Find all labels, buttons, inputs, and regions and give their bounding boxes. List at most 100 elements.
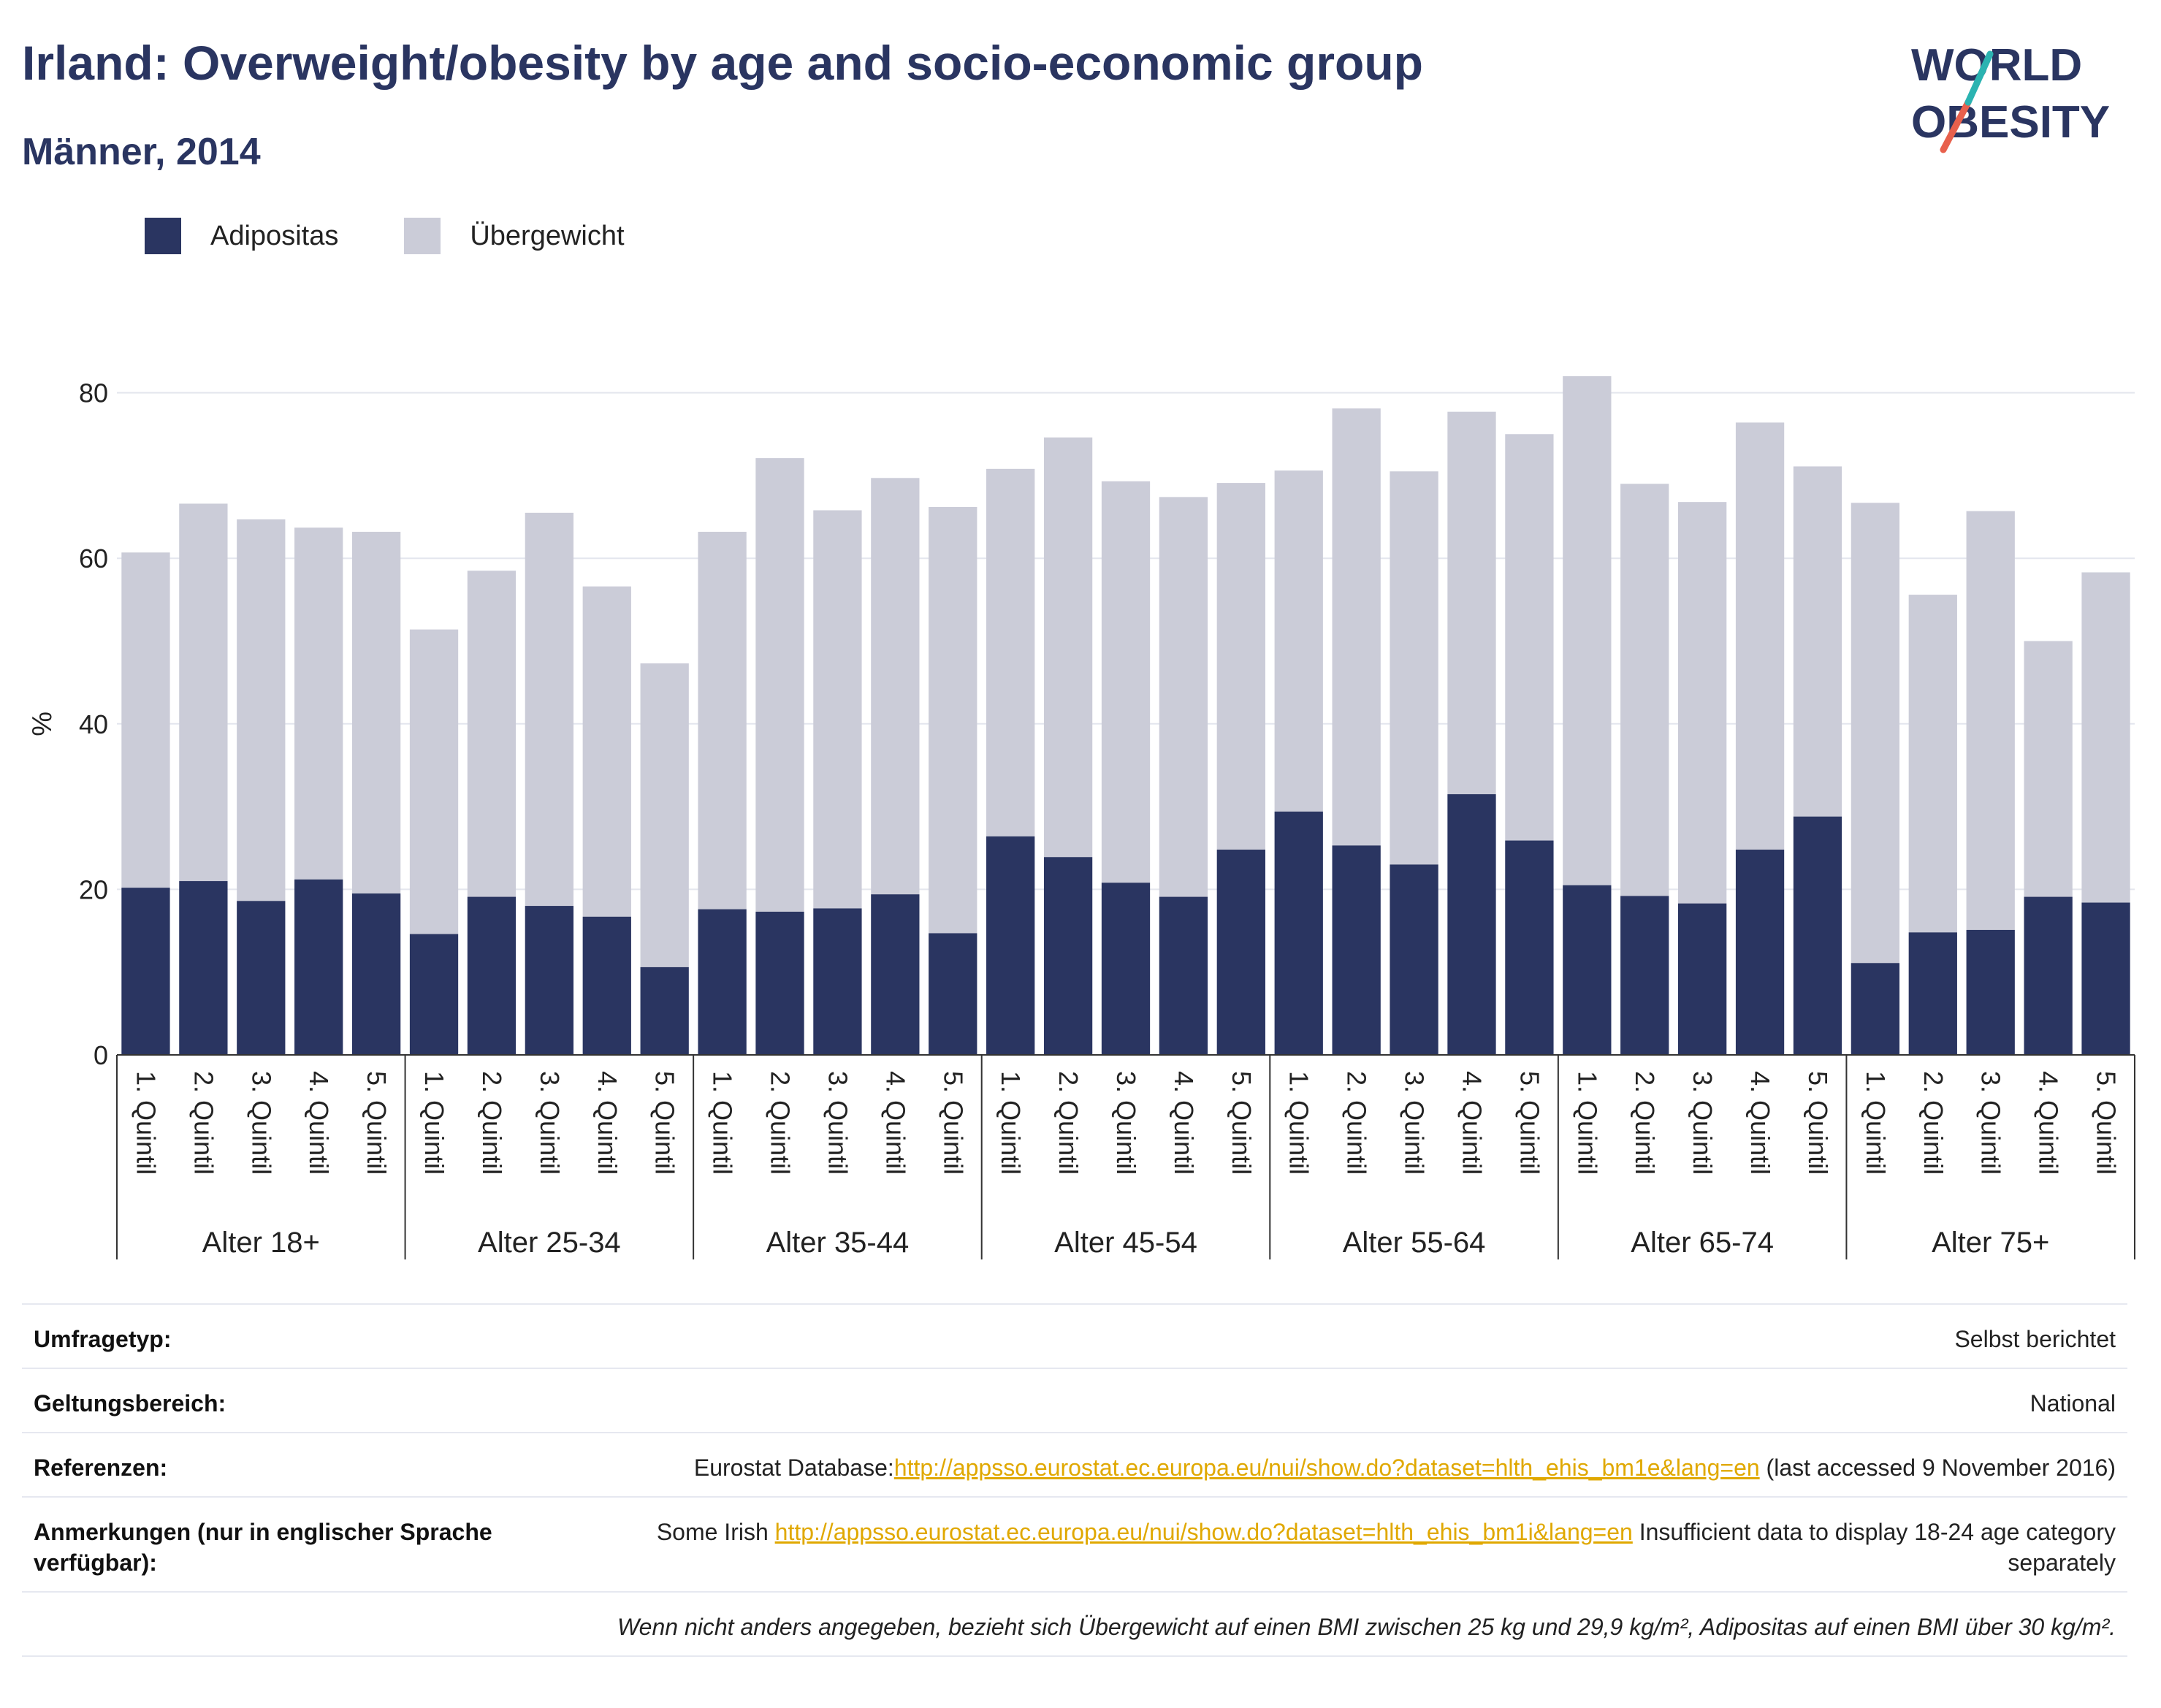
bar-overweight xyxy=(1620,484,1669,896)
legend-swatch-obesity xyxy=(145,218,181,254)
bar-obesity xyxy=(755,911,804,1055)
x-tick-label: 2. Quintil xyxy=(1053,1071,1083,1175)
x-tick-label: 2. Quintil xyxy=(1918,1071,1948,1175)
bar-overweight xyxy=(1216,483,1265,850)
logo-slash-red xyxy=(1940,99,1972,153)
y-axis-label: % xyxy=(27,712,58,736)
bar-obesity xyxy=(2024,896,2073,1055)
x-tick-label: 2. Quintil xyxy=(188,1071,218,1175)
group-label: Alter 25-34 xyxy=(478,1227,621,1259)
notes-link[interactable]: http://appsso.eurostat.ec.europa.eu/nui/… xyxy=(774,1519,1633,1545)
bar-obesity xyxy=(121,888,170,1055)
bar-overweight xyxy=(1735,422,1785,850)
bar-obesity xyxy=(1447,794,1496,1055)
legend-swatch-overweight xyxy=(404,218,441,254)
bar-obesity xyxy=(1966,929,2015,1055)
references-prefix: Eurostat Database: xyxy=(693,1455,894,1481)
x-tick-label: 5. Quintil xyxy=(938,1071,968,1175)
bar-obesity xyxy=(813,908,862,1055)
bar-obesity xyxy=(1563,885,1612,1055)
bar-overweight xyxy=(1908,595,1957,933)
survey-type-label: Umfragetyp: xyxy=(34,1326,172,1352)
bar-obesity xyxy=(294,879,343,1055)
y-tick-label: 60 xyxy=(79,544,108,573)
bar-overweight xyxy=(698,531,747,910)
bar-overweight xyxy=(640,663,689,967)
bar-overweight xyxy=(467,571,517,897)
group-label: Alter 35-44 xyxy=(766,1227,910,1259)
x-tick-label: 5. Quintil xyxy=(2092,1071,2122,1175)
x-tick-label: 3. Quintil xyxy=(1688,1071,1718,1175)
bar-overweight xyxy=(1966,511,2015,930)
x-tick-label: 1. Quintil xyxy=(708,1071,738,1175)
bar-obesity xyxy=(525,906,574,1055)
y-tick-label: 20 xyxy=(79,874,108,904)
bar-overweight xyxy=(1159,497,1208,897)
x-tick-label: 1. Quintil xyxy=(1861,1071,1891,1175)
page-subtitle: Männer, 2014 xyxy=(22,131,261,173)
bar-overweight xyxy=(986,468,1035,836)
notes-value: Some Irish http://appsso.eurostat.ec.eur… xyxy=(555,1517,2116,1578)
x-tick-label: 1. Quintil xyxy=(996,1071,1026,1175)
bar-obesity xyxy=(1505,840,1554,1055)
bar-obesity xyxy=(1908,932,1957,1055)
x-tick-label: 1. Quintil xyxy=(419,1071,449,1175)
x-tick-label: 4. Quintil xyxy=(880,1071,910,1175)
x-tick-label: 4. Quintil xyxy=(304,1071,334,1175)
group-label: Alter 45-54 xyxy=(1054,1227,1197,1259)
info-row-survey-type: Umfragetyp: Selbst berichtet xyxy=(22,1303,2127,1368)
bar-overweight xyxy=(525,512,574,907)
survey-type-value: Selbst berichtet xyxy=(1954,1326,2116,1352)
bar-overweight xyxy=(237,519,286,901)
bar-obesity xyxy=(1216,850,1265,1055)
bar-overweight xyxy=(1505,434,1554,841)
x-tick-label: 2. Quintil xyxy=(766,1071,796,1175)
logo-slash-teal xyxy=(1964,50,1994,106)
x-tick-label: 5. Quintil xyxy=(1514,1071,1544,1175)
bar-overweight xyxy=(1793,466,1842,817)
x-tick-label: 2. Quintil xyxy=(477,1071,507,1175)
notes-label: Anmerkungen (nur in englischer Sprache v… xyxy=(34,1519,492,1576)
references-label: Referenzen: xyxy=(34,1455,168,1481)
bar-obesity xyxy=(582,916,631,1055)
bar-overweight xyxy=(582,586,631,917)
x-tick-label: 1. Quintil xyxy=(1284,1071,1314,1175)
bar-overweight xyxy=(351,531,401,894)
bar-obesity xyxy=(640,967,689,1055)
bar-obesity xyxy=(698,909,747,1055)
references-link[interactable]: http://appsso.eurostat.ec.europa.eu/nui/… xyxy=(893,1455,1760,1481)
x-tick-label: 5. Quintil xyxy=(1803,1071,1833,1175)
bar-obesity xyxy=(986,836,1035,1055)
group-label: Alter 55-64 xyxy=(1343,1227,1486,1259)
legend-label-overweight: Übergewicht xyxy=(470,220,625,251)
bar-obesity xyxy=(237,901,286,1055)
x-tick-label: 2. Quintil xyxy=(1630,1071,1660,1175)
x-tick-label: 4. Quintil xyxy=(1169,1071,1199,1175)
bar-overweight xyxy=(1390,471,1438,865)
y-tick-label: 0 xyxy=(94,1040,108,1070)
bar-obesity xyxy=(1159,896,1208,1055)
bar-obesity xyxy=(1677,903,1727,1055)
x-tick-label: 3. Quintil xyxy=(823,1071,853,1175)
info-row-references: Referenzen: Eurostat Database:http://app… xyxy=(22,1432,2127,1496)
legend-label-obesity: Adipositas xyxy=(210,220,339,251)
stacked-bar-chart: 0 20 40 60 80% 1. Quintil 2. Quintil 3. Quintil… xyxy=(27,375,2135,1259)
bar-obesity xyxy=(871,894,920,1055)
bar-obesity xyxy=(1043,857,1093,1055)
bar-obesity xyxy=(1620,896,1669,1055)
bar-obesity xyxy=(1735,850,1785,1055)
bar-overweight xyxy=(179,503,228,882)
x-tick-label: 4. Quintil xyxy=(2034,1071,2064,1175)
x-tick-label: 1. Quintil xyxy=(131,1071,161,1175)
y-tick-label: 80 xyxy=(79,378,108,408)
bar-overweight xyxy=(1563,375,1612,885)
group-label: Alter 75+ xyxy=(1932,1227,2049,1259)
bar-obesity xyxy=(1390,864,1438,1055)
x-tick-label: 5. Quintil xyxy=(1227,1071,1257,1175)
bar-overweight xyxy=(409,629,459,934)
bar-overweight xyxy=(1677,502,1727,904)
bar-obesity xyxy=(2081,902,2130,1055)
bar-overweight xyxy=(1101,481,1151,883)
x-tick-label: 4. Quintil xyxy=(592,1071,622,1175)
x-tick-label: 1. Quintil xyxy=(1572,1071,1602,1175)
